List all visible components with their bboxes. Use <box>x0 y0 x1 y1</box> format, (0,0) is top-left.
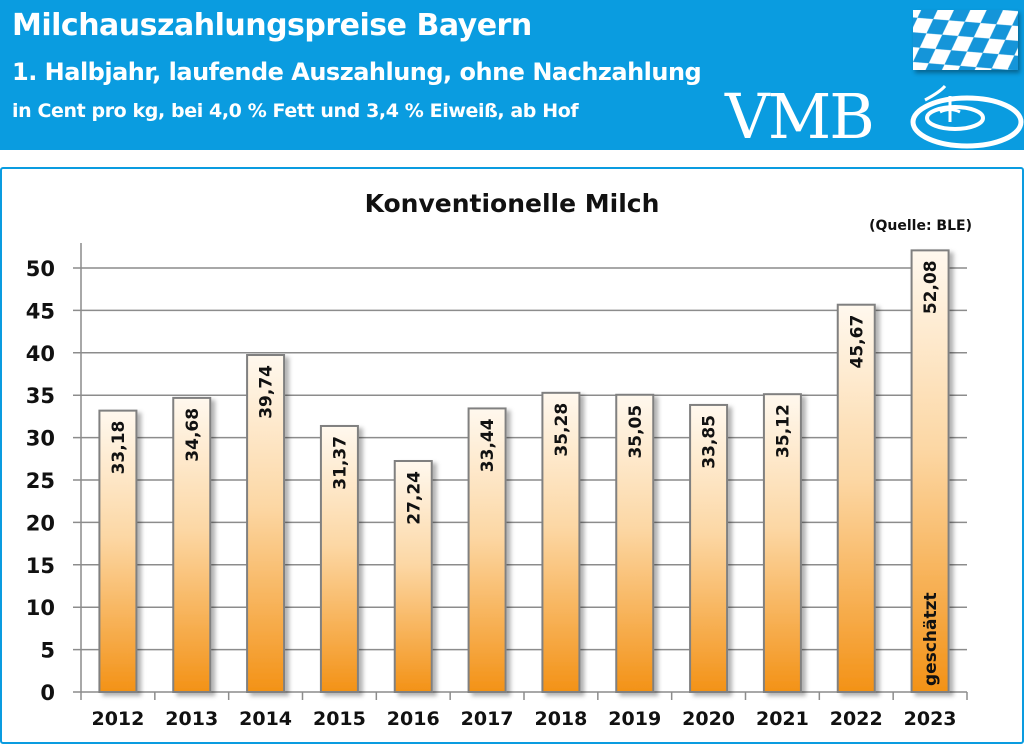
bar-2020 <box>689 403 729 693</box>
bar-2014 <box>246 354 286 693</box>
bavaria-flag-icon <box>913 10 1018 70</box>
x-tick-label: 2019 <box>608 708 661 730</box>
y-tick-label: 0 <box>40 681 55 705</box>
x-tick-label: 2014 <box>239 708 292 730</box>
bar-2023 <box>910 249 950 693</box>
x-tick-label: 2016 <box>387 708 440 730</box>
annotation-estimated: geschätzt <box>921 592 941 686</box>
y-tick-label: 35 <box>26 384 55 408</box>
x-tick-label: 2018 <box>534 708 587 730</box>
x-tick-label: 2021 <box>756 708 809 730</box>
chart-source: (Quelle: BLE) <box>869 218 972 234</box>
header-banner: Milchauszahlungspreise Bayern 1. Halbjah… <box>0 0 1024 153</box>
chart-title: Konventionelle Milch <box>365 189 660 218</box>
bar-2012 <box>98 409 138 693</box>
data-label: 39,74 <box>257 365 277 419</box>
page-subtitle: 1. Halbjahr, laufende Auszahlung, ohne N… <box>12 58 702 86</box>
page-title: Milchauszahlungspreise Bayern <box>12 8 532 43</box>
y-tick-label: 20 <box>26 511 55 535</box>
data-label: 35,12 <box>773 404 793 458</box>
y-tick-label: 30 <box>26 427 55 451</box>
y-tick-label: 10 <box>26 596 55 620</box>
x-tick-label: 2013 <box>165 708 218 730</box>
y-tick-label: 25 <box>26 469 55 493</box>
data-label: 35,28 <box>552 403 572 457</box>
bar-2022 <box>836 303 876 693</box>
x-tick-label: 2017 <box>461 708 514 730</box>
bar-2018 <box>541 391 581 693</box>
bar-2017 <box>467 407 507 693</box>
data-label: 33,85 <box>700 415 720 469</box>
y-tick-label: 40 <box>26 342 55 366</box>
bar-2015 <box>319 424 359 693</box>
bar-2016 <box>393 460 433 693</box>
x-tick-label: 2015 <box>313 708 366 730</box>
data-label: 45,67 <box>847 315 867 369</box>
bar-2019 <box>615 393 655 693</box>
data-label: 33,18 <box>109 421 129 475</box>
unit-line: in Cent pro kg, bei 4,0 % Fett und 3,4 %… <box>12 100 579 122</box>
data-label: 52,08 <box>921 260 941 314</box>
data-label: 34,68 <box>183 408 203 462</box>
x-tick-label: 2022 <box>830 708 883 730</box>
y-tick-label: 50 <box>26 257 55 281</box>
vmb-logo: VMB <box>725 80 875 153</box>
bar-2013 <box>172 396 212 693</box>
data-label: 33,44 <box>478 418 498 472</box>
x-tick-label: 2012 <box>91 708 144 730</box>
y-tick-label: 5 <box>40 639 55 663</box>
y-tick-label: 45 <box>26 299 55 323</box>
data-label: 35,05 <box>626 405 646 459</box>
x-tick-label: 2020 <box>682 708 735 730</box>
data-label: 31,37 <box>330 436 350 490</box>
y-tick-label: 15 <box>26 554 55 578</box>
vmb-logo-emblem-icon <box>910 84 1024 149</box>
x-tick-label: 2023 <box>904 708 957 730</box>
data-label: 27,24 <box>404 471 424 525</box>
bar-2021 <box>762 393 802 693</box>
